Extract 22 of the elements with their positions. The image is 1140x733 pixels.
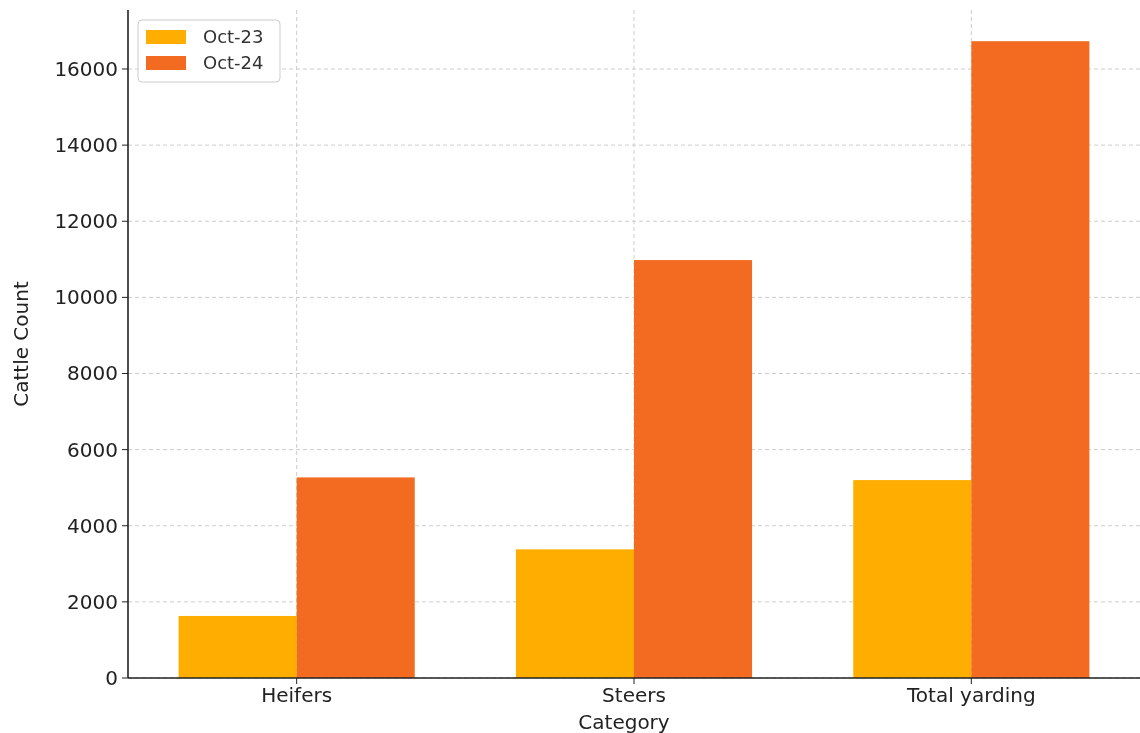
x-tick-label: Steers xyxy=(602,683,666,707)
y-tick-label: 4000 xyxy=(67,513,118,538)
y-tick-label: 10000 xyxy=(54,285,118,310)
x-axis-title: Category xyxy=(578,710,670,733)
y-tick-label: 8000 xyxy=(67,361,118,386)
y-tick-label: 14000 xyxy=(54,133,118,158)
y-tick-label: 6000 xyxy=(67,437,118,462)
y-axis-title: Cattle Count xyxy=(9,281,33,407)
y-tick-label: 0 xyxy=(105,666,118,690)
x-tick-label: Heifers xyxy=(261,683,333,707)
bar xyxy=(634,260,753,678)
bar xyxy=(971,41,1090,678)
y-tick-label: 2000 xyxy=(67,589,118,614)
y-tick-label: 16000 xyxy=(54,57,118,81)
bar xyxy=(296,477,415,678)
legend-label: Oct-24 xyxy=(203,52,264,74)
legend-label: Oct-23 xyxy=(203,26,264,48)
bar xyxy=(853,480,972,678)
y-tick-label: 12000 xyxy=(54,209,118,234)
bar xyxy=(178,615,297,678)
x-tick-label: Total yarding xyxy=(906,683,1036,707)
bar xyxy=(515,549,634,678)
